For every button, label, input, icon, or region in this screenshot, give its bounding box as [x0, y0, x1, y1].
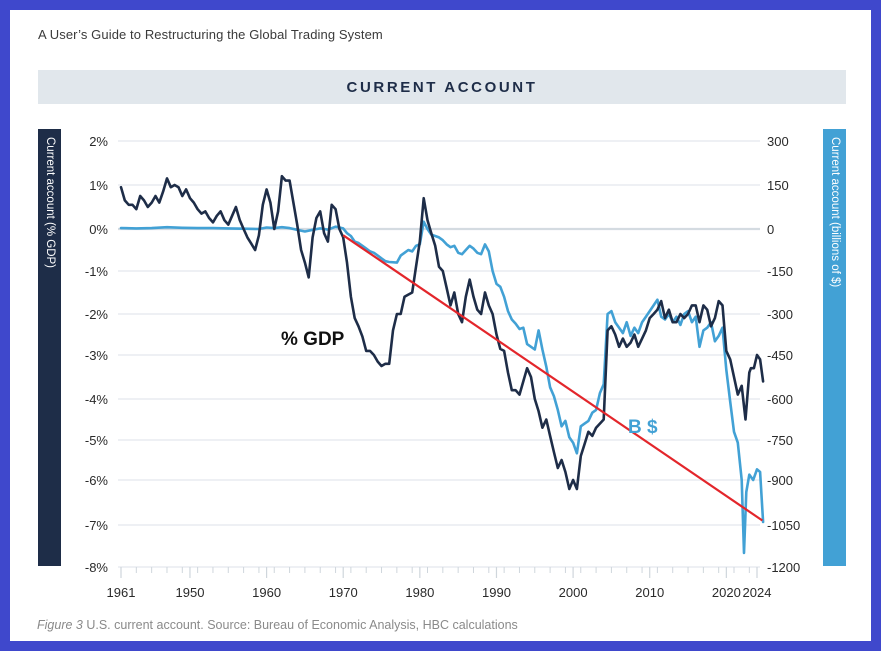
y-right-tick-label: -300 [767, 307, 793, 322]
gdp-series-annotation: % GDP [281, 329, 345, 350]
x-tick-label: 1980 [405, 585, 434, 600]
document-title: A User’s Guide to Restructuring the Glob… [38, 27, 383, 42]
gdp-series-line [119, 174, 765, 491]
series-group [119, 174, 765, 555]
caption-text: U.S. current account. Source: Bureau of … [82, 618, 518, 632]
y-right-tick-label: -450 [767, 348, 793, 363]
caption-figure-number: Figure 3 [37, 618, 83, 632]
y-right-tick-label: 300 [767, 134, 789, 149]
x-axis: 1961 1950 1960 1970 1980 1990 2000 2010 2020 2024 [107, 567, 772, 600]
y-left-tick-label: -6% [85, 473, 109, 488]
x-tick-label: 2010 [635, 585, 664, 600]
left-axis-label-bar: Current account (% GDP) [38, 129, 61, 566]
y-right-tick-label: 150 [767, 178, 789, 193]
y-left-tick-label: -1% [85, 264, 109, 279]
usd-series-line [119, 220, 765, 555]
y-left-tick-label: -8% [85, 560, 109, 575]
y-right-tick-label: -1050 [767, 518, 800, 533]
x-tick-label: 2024 [743, 585, 772, 600]
usd-series-annotation: B $ [628, 417, 658, 438]
y-right-tick-label: 0 [767, 222, 774, 237]
x-tick-label: 1990 [482, 585, 511, 600]
x-tick-label: 2020 [712, 585, 741, 600]
y-right-tick-label: -600 [767, 392, 793, 407]
x-tick-label: 1970 [329, 585, 358, 600]
y-left-tick-label: -4% [85, 392, 109, 407]
x-tick-label: 1950 [176, 585, 205, 600]
y-left-tick-label: -3% [85, 348, 109, 363]
figure-frame [10, 10, 871, 641]
y-right-tick-label: -900 [767, 473, 793, 488]
y-left-tick-label: -7% [85, 518, 109, 533]
y-left-tick-label: -5% [85, 433, 109, 448]
y-right-tick-label: -1200 [767, 560, 800, 575]
chart-banner: CURRENT ACCOUNT [38, 70, 846, 104]
x-tick-label: 1960 [252, 585, 281, 600]
y-axis-left: 2% 1% 0% -1% -2% -3% -4% -5% -6% -7% -8% [85, 134, 109, 575]
x-tick-label: 1961 [107, 585, 136, 600]
gridlines [118, 140, 760, 568]
y-left-tick-label: 2% [89, 134, 108, 149]
trendline [342, 234, 763, 522]
y-axis-right: 300 150 0 -150 -300 -450 -600 -750 -900 -1050 -120… [767, 134, 800, 575]
y-left-tick-label: 1% [89, 178, 108, 193]
right-axis-label-bar: Current account (billions of $) [823, 129, 846, 566]
y-right-tick-label: -150 [767, 264, 793, 279]
y-left-tick-label: 0% [89, 222, 108, 237]
chart-title: CURRENT ACCOUNT [346, 78, 538, 96]
figure-caption: Figure 3 U.S. current account. Source: B… [37, 618, 518, 632]
x-tick-label: 2000 [559, 585, 588, 600]
y-left-tick-label: -2% [85, 307, 109, 322]
y-right-tick-label: -750 [767, 433, 793, 448]
